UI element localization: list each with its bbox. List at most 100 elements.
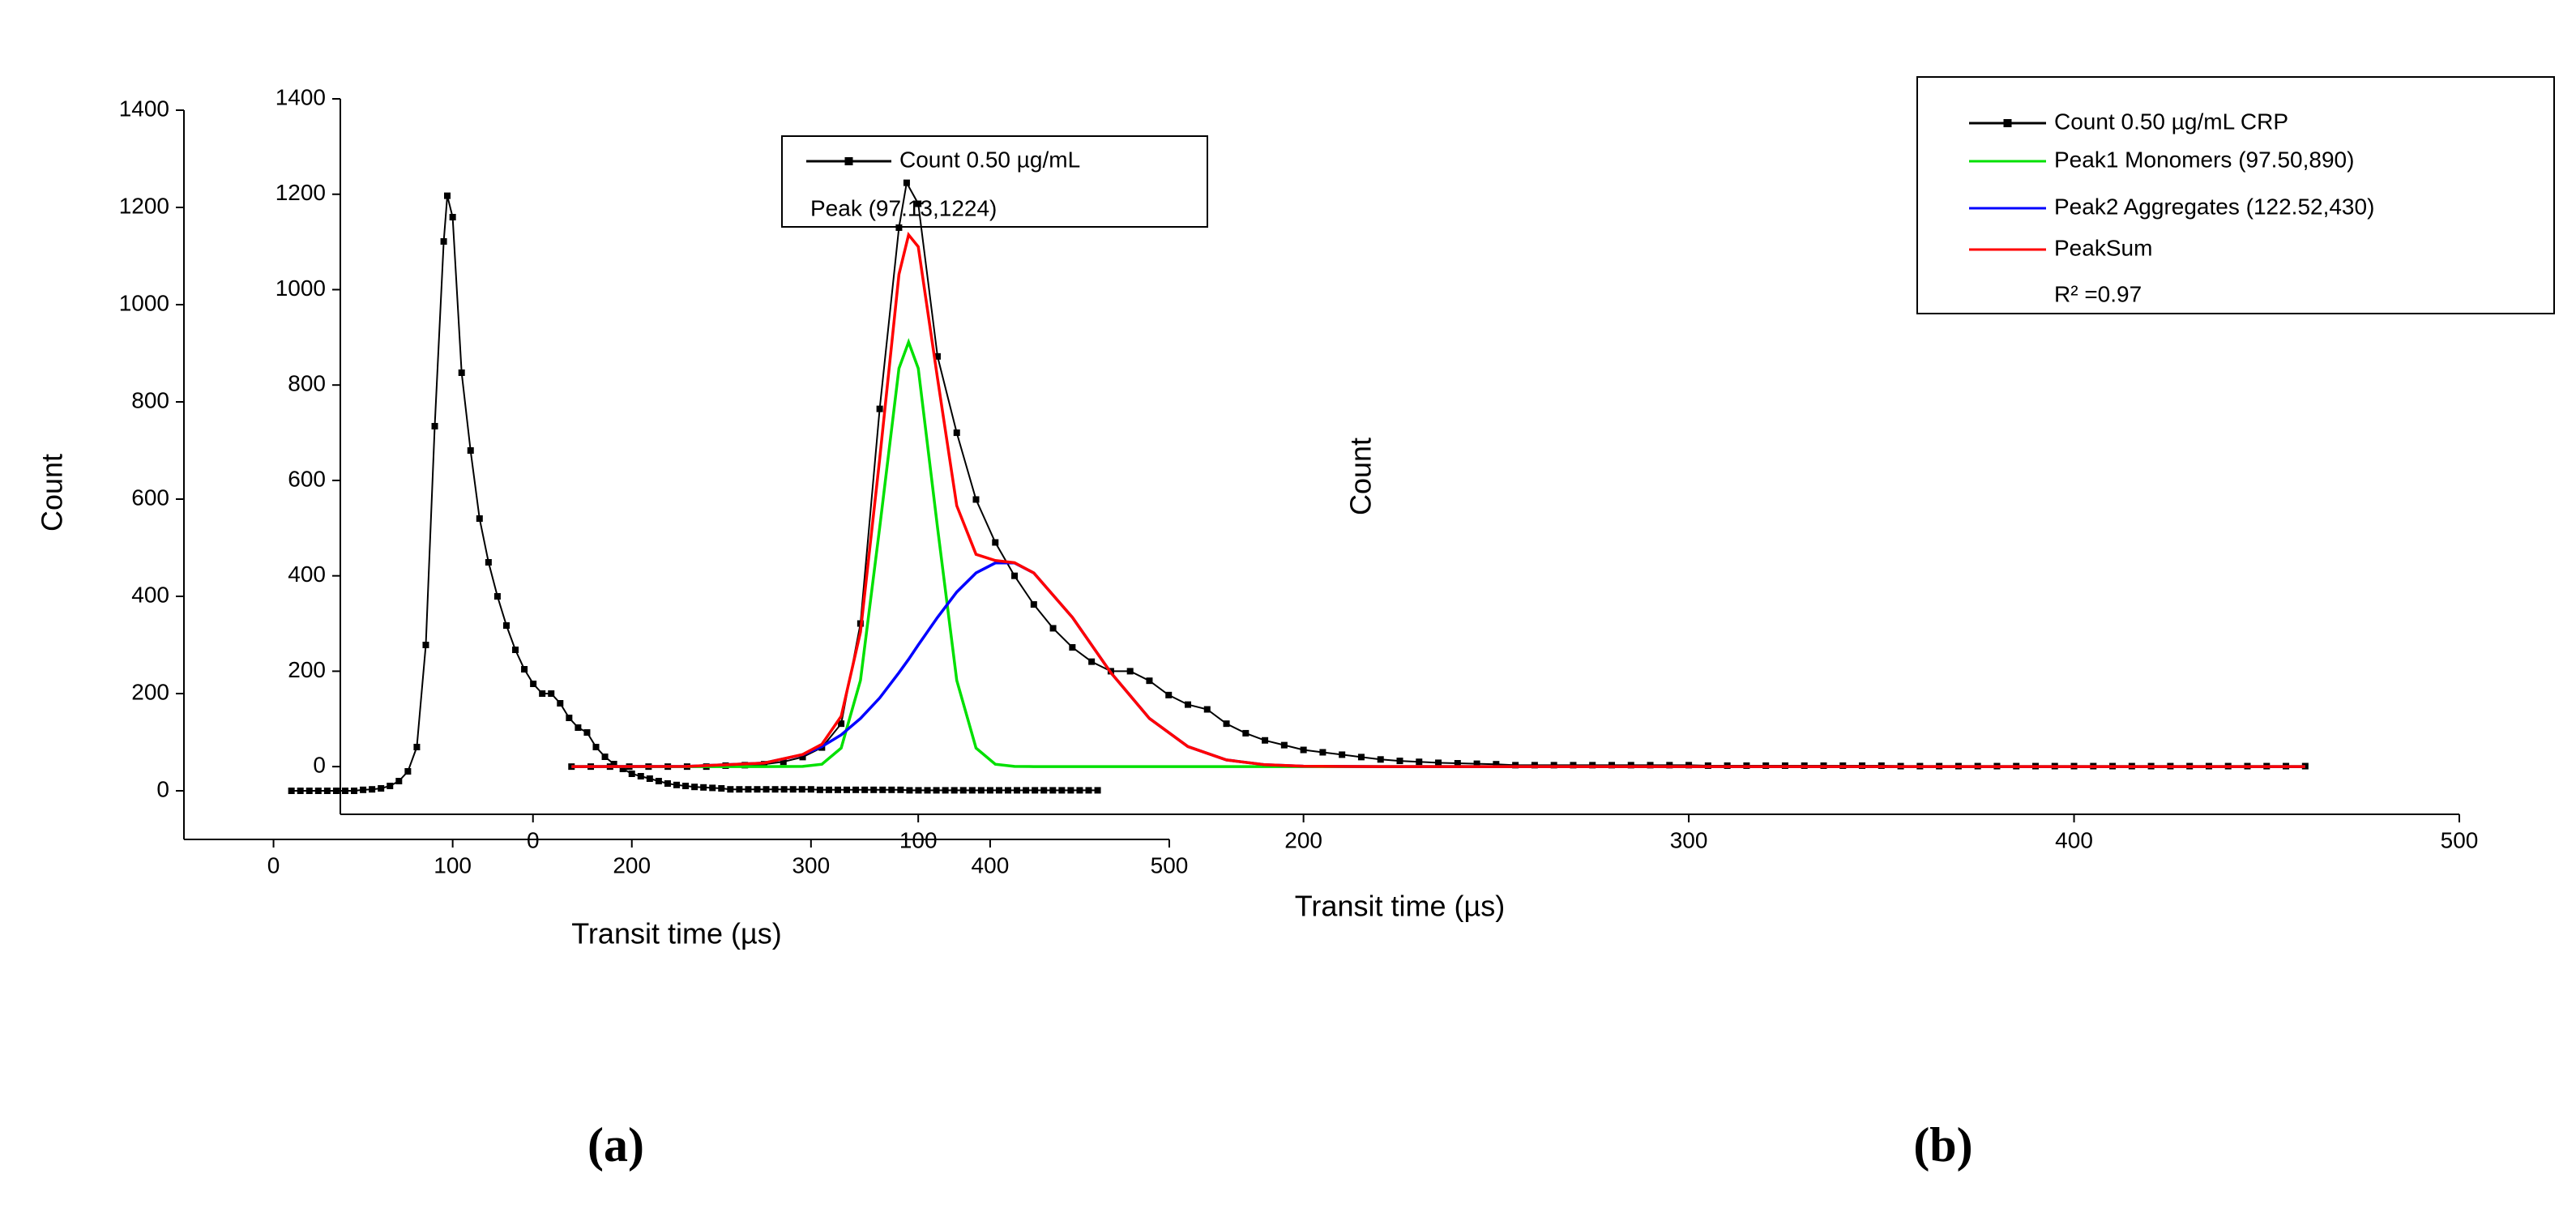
data-point [709,784,716,792]
data-point [583,729,591,736]
x-tick-label: 500 [1151,852,1189,878]
data-point [1049,787,1057,794]
data-point [539,690,546,697]
data-point [288,788,295,794]
data-point [1280,741,1288,749]
data-point [1023,787,1030,794]
data-point [592,744,600,750]
y-tick-label: 1200 [119,193,169,218]
data-point [895,224,903,231]
legend-label: Peak2 Aggregates (122.52,430) [2054,194,2374,219]
legend-box [1916,76,2555,314]
data-point [1396,758,1403,765]
data-point [673,781,680,788]
data-point [431,423,438,429]
data-point [1185,701,1191,708]
data-point [780,786,788,793]
data-point [816,786,823,793]
data-point [323,788,331,794]
data-point [568,763,575,771]
data-point [1262,737,1269,744]
data-point [933,787,940,794]
data-point [807,786,814,793]
x-axis-label: Transit time (µs) [571,917,781,950]
data-point [1058,787,1066,794]
data-point [915,200,922,207]
data-point [1030,600,1037,608]
x-tick-label: 0 [267,852,280,878]
data-point [1146,677,1153,685]
data-point [915,787,922,794]
data-point [972,496,980,503]
data-point [655,778,662,784]
data-point [906,787,913,794]
data-point [1049,625,1057,632]
x-tick-label: 200 [613,852,651,878]
data-point [395,778,403,784]
series-line [291,195,1098,792]
data-point [700,784,707,791]
data-point [1319,749,1326,756]
data-point [619,766,626,772]
data-point [1416,758,1423,766]
data-point [682,783,690,789]
data-point [440,238,447,245]
data-point [1377,756,1384,763]
data-point [754,786,761,793]
data-point [727,786,734,793]
data-point [691,784,698,791]
data-point [992,539,999,546]
legend-box [781,135,1208,228]
data-point [834,786,841,793]
y-tick-label: 800 [131,387,169,412]
y-tick-label: 1000 [119,290,169,315]
y-axis-label: Count [36,454,69,532]
data-point [1032,787,1039,794]
data-point [628,771,635,777]
x-tick-label: 400 [2055,827,2093,852]
x-tick-label: 300 [1670,827,1708,852]
data-point [951,787,958,794]
data-point [1357,754,1365,761]
legend-label: PeakSum [2054,235,2152,260]
data-point [360,786,367,793]
data-point [825,786,832,793]
data-point [548,690,555,697]
data-point [1339,751,1346,758]
y-tick-label: 200 [288,657,326,682]
data-point [870,786,878,793]
y-tick-label: 600 [131,485,169,510]
data-point [1094,787,1101,794]
x-tick-label: 200 [1284,827,1322,852]
data-point [736,786,743,793]
data-point [664,780,671,787]
data-point [2301,762,2309,770]
data-point [1011,572,1019,579]
data-point [297,788,304,794]
y-tick-label: 600 [288,466,326,491]
data-point [512,647,519,653]
data-point [458,369,465,376]
data-point [646,775,653,782]
data-point [953,429,960,437]
data-point [485,559,492,566]
data-point [1300,746,1307,754]
data-point [838,720,845,728]
x-tick-label: 0 [527,827,540,852]
data-point [305,788,313,794]
x-tick-label: 100 [899,827,938,852]
y-tick-label: 800 [288,371,326,396]
legend-marker [844,157,853,165]
data-point [1203,706,1211,713]
data-point [1088,658,1096,665]
data-point [799,754,806,761]
data-point [718,785,725,792]
data-point [942,787,949,794]
x-tick-label: 400 [972,852,1010,878]
data-point [314,788,322,794]
data-point [959,787,967,794]
data-point [968,787,976,794]
data-point [897,786,904,793]
